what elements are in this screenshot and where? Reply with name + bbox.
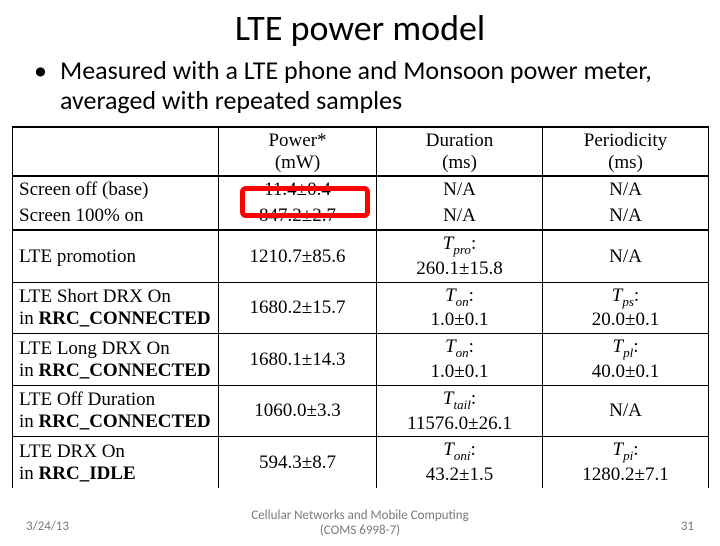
cell-power: 1680.1±14.3	[219, 334, 377, 386]
cell-power: 1680.2±15.7	[219, 282, 377, 334]
row-long-drx: LTE Long DRX Onin RRC_CONNECTED 1680.1±1…	[13, 334, 709, 386]
cell-period: N/A	[543, 230, 709, 282]
header-duration: Duration(ms)	[377, 127, 543, 177]
cell-label: Screen off (base)	[13, 176, 219, 203]
cell-power: 594.3±8.7	[219, 437, 377, 488]
header-power: Power*(mW)	[219, 127, 377, 177]
cell-power: 847.2±2.7	[219, 203, 377, 230]
cell-duration: Ttail:11576.0±26.1	[377, 385, 543, 437]
row-promotion: LTE promotion 1210.7±85.6 Tpro:260.1±15.…	[13, 230, 709, 282]
cell-label: LTE promotion	[13, 230, 219, 282]
cell-power: 1210.7±85.6	[219, 230, 377, 282]
cell-label: LTE Off Durationin RRC_CONNECTED	[13, 385, 219, 437]
table-header-row: Power*(mW) Duration(ms) Periodicity(ms)	[13, 127, 709, 177]
row-short-drx: LTE Short DRX Onin RRC_CONNECTED 1680.2±…	[13, 282, 709, 334]
row-screen-on: Screen 100% on 847.2±2.7 N/A N/A	[13, 203, 709, 230]
cell-period: Tpi:1280.2±7.1	[543, 437, 709, 488]
cell-duration: Toni:43.2±1.5	[377, 437, 543, 488]
cell-label: LTE DRX Onin RRC_IDLE	[13, 437, 219, 488]
header-periodicity: Periodicity(ms)	[543, 127, 709, 177]
cell-power: 1060.0±3.3	[219, 385, 377, 437]
cell-duration: Ton:1.0±0.1	[377, 334, 543, 386]
cell-duration: Tpro:260.1±15.8	[377, 230, 543, 282]
cell-duration: Ton:1.0±0.1	[377, 282, 543, 334]
footer-page-number: 31	[681, 519, 694, 534]
cell-label: LTE Short DRX Onin RRC_CONNECTED	[13, 282, 219, 334]
power-table: Power*(mW) Duration(ms) Periodicity(ms) …	[12, 126, 709, 488]
cell-duration: N/A	[377, 176, 543, 203]
footer-center: Cellular Networks and Mobile Computing(C…	[0, 509, 720, 538]
cell-period: N/A	[543, 176, 709, 203]
row-off-duration: LTE Off Durationin RRC_CONNECTED 1060.0±…	[13, 385, 709, 437]
header-blank	[13, 127, 219, 177]
cell-period: Tps:20.0±0.1	[543, 282, 709, 334]
cell-period: N/A	[543, 203, 709, 230]
cell-duration: N/A	[377, 203, 543, 230]
cell-label: Screen 100% on	[13, 203, 219, 230]
cell-label: LTE Long DRX Onin RRC_CONNECTED	[13, 334, 219, 386]
cell-period: N/A	[543, 385, 709, 437]
row-screen-off: Screen off (base) 11.4±0.4 N/A N/A	[13, 176, 709, 203]
bullet-text: Measured with a LTE phone and Monsoon po…	[0, 56, 720, 116]
cell-power: 11.4±0.4	[219, 176, 377, 203]
cell-period: Tpl:40.0±0.1	[543, 334, 709, 386]
slide-title: LTE power model	[0, 6, 720, 50]
row-drx-idle: LTE DRX Onin RRC_IDLE 594.3±8.7 Toni:43.…	[13, 437, 709, 488]
